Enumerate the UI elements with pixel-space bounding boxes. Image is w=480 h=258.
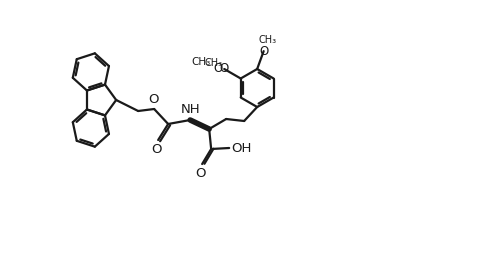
Text: O: O [194,167,205,180]
Text: O: O [219,61,228,75]
Text: OH: OH [231,141,251,155]
Text: CH₃: CH₃ [204,58,222,68]
Text: NH: NH [180,103,200,116]
Text: O: O [259,45,268,58]
Text: O: O [148,93,158,106]
Text: O: O [151,143,161,156]
Text: CH₃: CH₃ [258,35,276,45]
Text: CH₃: CH₃ [191,57,210,67]
Text: O: O [213,62,222,76]
Polygon shape [190,120,209,131]
